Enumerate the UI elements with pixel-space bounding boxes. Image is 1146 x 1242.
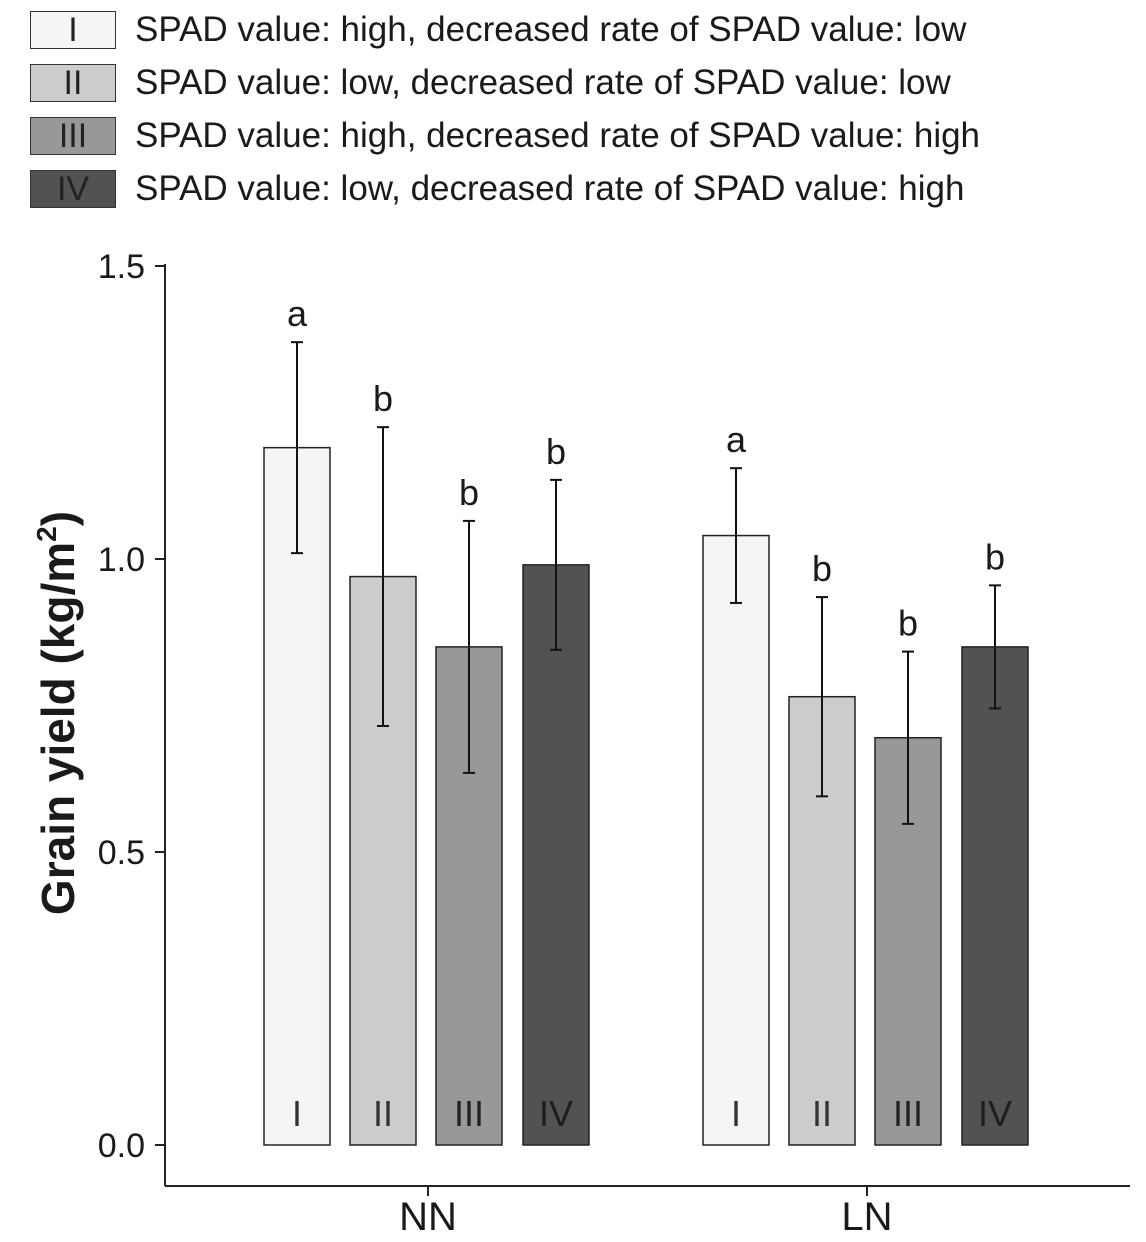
legend-label: SPAD value: low, decreased rate of SPAD … [135, 63, 951, 102]
y-tick-label: 0.5 [98, 834, 145, 872]
legend-item: I SPAD value: high, decreased rate of SP… [30, 8, 980, 52]
y-axis-title-text: Grain yield (kg/m [32, 542, 84, 915]
chart-axes: 0.0 0.5 1.0 1.5 NN LN [98, 248, 1130, 1239]
significance-label: a [287, 293, 308, 334]
significance-label: b [459, 472, 479, 513]
y-axis-title: Grain yield (kg/m2) [31, 511, 84, 915]
bar-series-label: IV [539, 1093, 573, 1134]
significance-label: b [985, 536, 1005, 577]
significance-label: b [812, 548, 832, 589]
y-axis-title-superscript: 2 [31, 526, 62, 542]
bar-series-label: III [454, 1093, 484, 1134]
bar-series-label: I [731, 1093, 741, 1134]
significance-label: a [726, 419, 747, 460]
bar [874, 736, 942, 1146]
legend-label: SPAD value: high, decreased rate of SPAD… [135, 10, 967, 49]
y-tick-label: 1.5 [98, 248, 145, 286]
bar [522, 564, 590, 1146]
legend-swatch: I [30, 11, 116, 49]
x-category-label: NN [399, 1195, 457, 1239]
legend-swatch: IV [30, 170, 116, 208]
legend-item: III SPAD value: high, decreased rate of … [30, 114, 980, 158]
chart-legend: I SPAD value: high, decreased rate of SP… [30, 8, 980, 220]
y-axis-title-suffix: ) [32, 511, 84, 526]
bar-series-label: III [893, 1093, 923, 1134]
legend-label: SPAD value: low, decreased rate of SPAD … [135, 169, 965, 208]
chart-bars: a Ib II b III b IV a Ib II b III b IV [263, 293, 1029, 1146]
legend-swatch: III [30, 117, 116, 155]
bar-series-label: II [373, 1093, 393, 1134]
significance-label: b [898, 603, 918, 644]
bar-series-label: IV [978, 1093, 1012, 1134]
y-tick-label: 1.0 [98, 541, 145, 579]
bar [961, 646, 1029, 1146]
bar [788, 695, 856, 1146]
significance-label: b [373, 378, 393, 419]
y-tick-label: 0.0 [98, 1127, 145, 1165]
bar-series-label: I [292, 1093, 302, 1134]
bar [263, 446, 331, 1146]
legend-label: SPAD value: high, decreased rate of SPAD… [135, 116, 981, 155]
legend-item: II SPAD value: low, decreased rate of SP… [30, 61, 980, 105]
legend-item: IV SPAD value: low, decreased rate of SP… [30, 167, 980, 211]
bar [702, 534, 770, 1146]
x-category-label: LN [841, 1195, 892, 1239]
bar-series-label: II [812, 1093, 832, 1134]
legend-swatch: II [30, 64, 116, 102]
significance-label: b [546, 431, 566, 472]
